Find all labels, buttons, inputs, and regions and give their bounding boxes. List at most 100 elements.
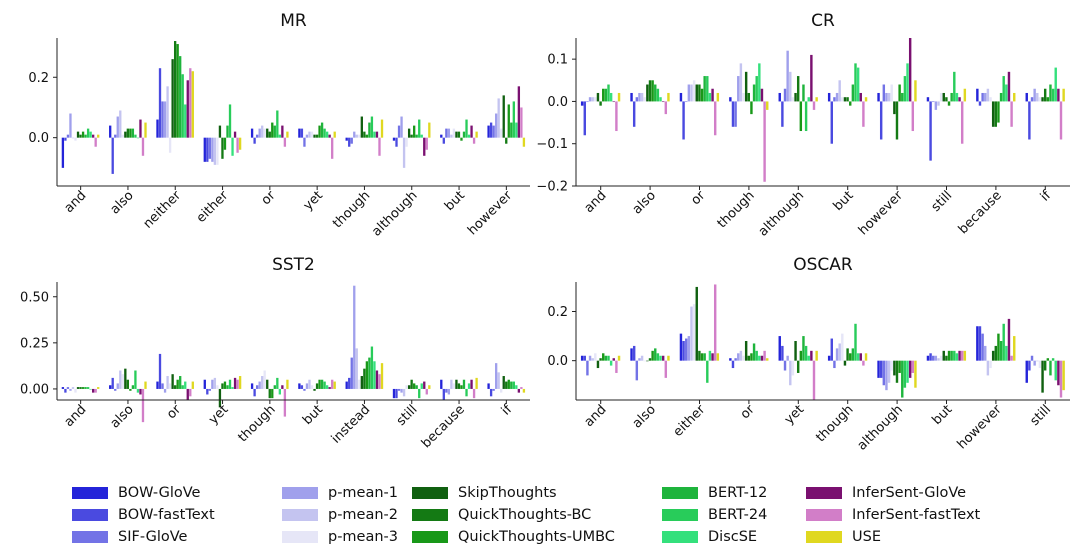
bar: [833, 97, 836, 102]
y-tick-label: 0.50: [20, 290, 49, 305]
bar: [397, 388, 401, 391]
y-tick-label: 0.2: [28, 71, 49, 86]
bar: [250, 383, 254, 389]
bar: [1013, 336, 1016, 361]
bar: [271, 122, 274, 138]
bar: [64, 388, 67, 393]
bar: [216, 137, 219, 165]
bar: [679, 92, 683, 102]
legend-swatch: [662, 487, 698, 499]
bar: [263, 370, 266, 389]
bar: [934, 355, 938, 361]
bar: [1046, 97, 1050, 102]
bar: [141, 137, 145, 156]
bar: [497, 98, 500, 138]
bar: [413, 125, 416, 138]
bar: [413, 383, 416, 389]
bar: [281, 385, 284, 389]
bar: [838, 80, 841, 102]
y-tick-label: −0.2: [536, 180, 568, 195]
bar: [400, 388, 403, 393]
bar: [273, 385, 276, 389]
bar: [318, 379, 321, 389]
bar: [758, 355, 761, 361]
bar: [685, 338, 688, 361]
legend-item: p-mean-3: [282, 526, 398, 548]
bar: [781, 345, 784, 361]
bar: [124, 368, 127, 389]
bar: [815, 350, 818, 361]
bar: [495, 113, 498, 138]
bar: [238, 137, 242, 150]
bar: [734, 358, 737, 361]
bar: [500, 388, 503, 393]
bar: [310, 131, 314, 138]
bar: [144, 122, 147, 138]
bar: [750, 353, 753, 361]
y-tick-label: 0.0: [547, 354, 568, 369]
bar: [495, 363, 498, 389]
bar: [370, 346, 374, 389]
legend-swatch: [72, 487, 108, 499]
bar: [410, 134, 413, 138]
bar: [763, 350, 766, 361]
bar: [807, 355, 810, 361]
bar: [864, 353, 868, 361]
bar: [744, 71, 748, 102]
bar: [890, 360, 893, 371]
bar: [475, 377, 478, 389]
bar: [700, 353, 704, 361]
bar: [445, 388, 448, 393]
x-tick-label: but: [831, 188, 857, 214]
bar: [373, 131, 376, 138]
bar: [695, 84, 698, 102]
bar: [66, 387, 70, 389]
bar: [981, 92, 984, 102]
bar: [978, 326, 982, 361]
bar: [854, 63, 857, 102]
bar: [747, 355, 750, 361]
bar: [604, 88, 608, 102]
bar: [583, 101, 586, 136]
bar: [929, 101, 932, 161]
bar: [325, 385, 329, 389]
bar: [864, 97, 868, 102]
bar: [591, 97, 594, 102]
bar: [375, 370, 379, 389]
bar: [737, 76, 740, 102]
bar: [171, 374, 174, 389]
legend-label: SIF-GloVe: [118, 529, 188, 545]
bar: [1005, 84, 1008, 102]
bar: [231, 387, 234, 389]
bar: [380, 363, 384, 389]
bar: [615, 360, 618, 373]
legend-item: InferSent-GloVe: [806, 482, 980, 504]
legend: BOW-GloVe BOW-fastText SIF-GloVe p-mean-1 p-…: [72, 482, 1072, 548]
bar: [997, 333, 1000, 361]
bar: [679, 333, 683, 361]
bar: [268, 388, 271, 399]
bar: [261, 125, 264, 138]
bar: [950, 92, 953, 102]
bar: [218, 388, 222, 408]
bar: [255, 385, 259, 389]
legend-item: SkipThoughts: [412, 482, 615, 504]
bar: [752, 84, 756, 102]
bar: [648, 358, 652, 361]
bar: [131, 128, 135, 138]
bar: [109, 125, 112, 138]
bar: [181, 385, 184, 389]
bar: [786, 355, 789, 361]
bar: [228, 379, 232, 389]
bar: [830, 101, 833, 144]
bar: [517, 388, 521, 393]
bar: [517, 86, 521, 138]
bar: [139, 388, 142, 395]
bar: [1057, 88, 1060, 102]
bar: [360, 116, 363, 138]
bar: [440, 134, 443, 138]
bar: [1062, 360, 1065, 391]
bar: [121, 374, 124, 389]
bar: [635, 97, 639, 102]
x-tick-label: or: [738, 402, 758, 422]
